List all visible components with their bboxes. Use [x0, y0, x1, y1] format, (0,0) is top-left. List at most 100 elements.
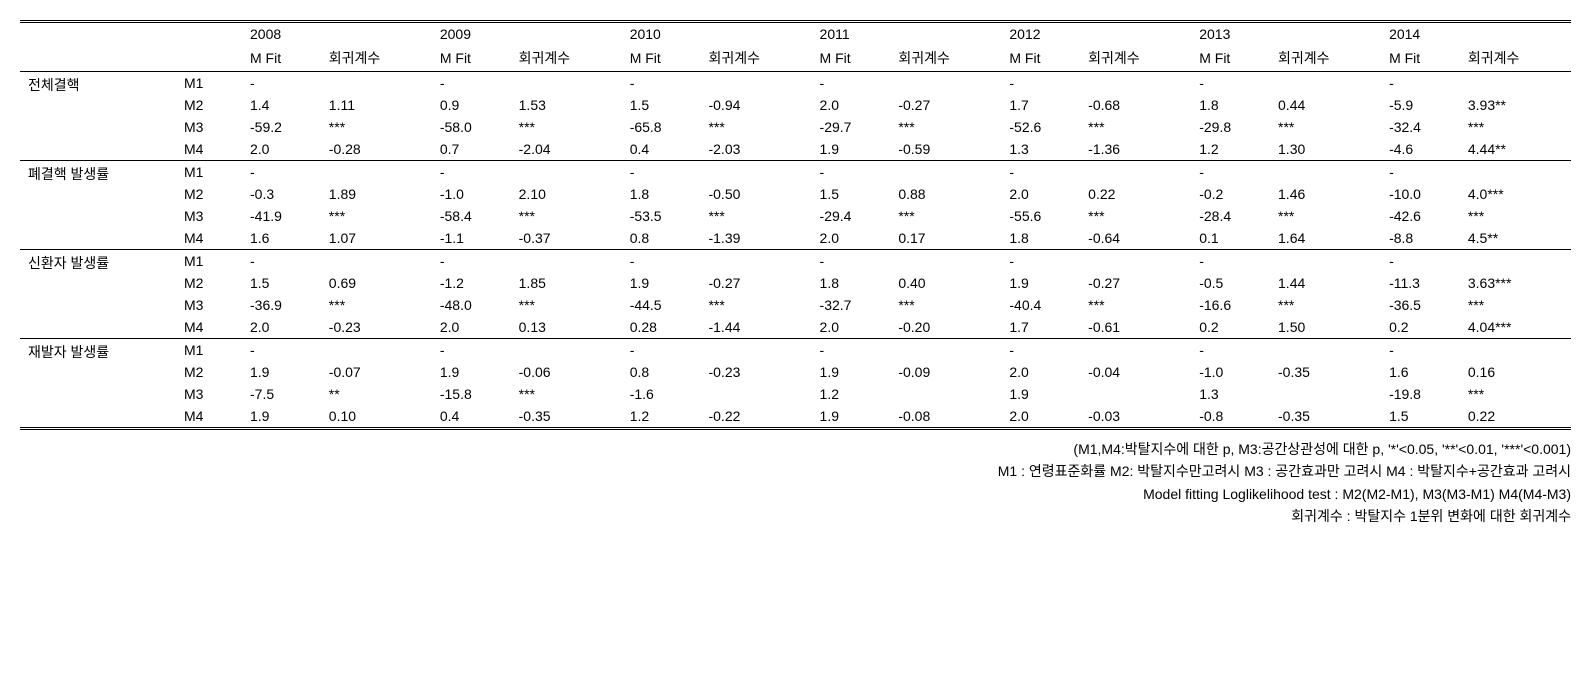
- cell-value: [700, 383, 811, 405]
- cell-value: 1.8: [1191, 94, 1270, 116]
- cell-value: 1.11: [321, 94, 432, 116]
- cell-value: -1.0: [1191, 361, 1270, 383]
- table-row: M41.90.100.4-0.351.2-0.221.9-0.082.0-0.0…: [20, 405, 1571, 429]
- cell-value: -19.8: [1381, 383, 1460, 405]
- cell-value: 1.7: [1001, 94, 1080, 116]
- cell-value: 1.6: [242, 227, 321, 250]
- cell-value: 1.44: [1270, 272, 1381, 294]
- cell-value: ***: [321, 205, 432, 227]
- cell-value: [890, 383, 1001, 405]
- cell-value: -2.04: [511, 138, 622, 161]
- cell-value: -0.23: [321, 316, 432, 339]
- cell-value: 1.5: [812, 183, 891, 205]
- cell-value: -: [242, 339, 321, 362]
- year-header: 2012: [1001, 22, 1080, 46]
- cell-value: [1270, 250, 1381, 273]
- cell-value: -1.39: [700, 227, 811, 250]
- cell-value: -0.28: [321, 138, 432, 161]
- cell-value: -58.4: [432, 205, 511, 227]
- cell-value: [1080, 339, 1191, 362]
- model-label: M2: [176, 361, 242, 383]
- cell-value: 2.0: [812, 94, 891, 116]
- cell-value: -: [812, 72, 891, 95]
- cell-value: ***: [1460, 383, 1571, 405]
- cell-value: -: [812, 250, 891, 273]
- model-label: M3: [176, 383, 242, 405]
- cell-value: 0.16: [1460, 361, 1571, 383]
- model-label: M1: [176, 339, 242, 362]
- cell-value: [511, 339, 622, 362]
- cell-value: 1.64: [1270, 227, 1381, 250]
- cell-value: 1.8: [812, 272, 891, 294]
- cell-value: -52.6: [1001, 116, 1080, 138]
- sub-header: M Fit: [242, 45, 321, 72]
- cell-value: -36.9: [242, 294, 321, 316]
- cell-value: -48.0: [432, 294, 511, 316]
- cell-value: -0.20: [890, 316, 1001, 339]
- model-label: M1: [176, 250, 242, 273]
- cell-value: [1460, 250, 1571, 273]
- cell-value: 4.0***: [1460, 183, 1571, 205]
- model-label: M1: [176, 161, 242, 184]
- cell-value: [1080, 72, 1191, 95]
- note-line: 회귀계수 : 박탈지수 1분위 변화에 대한 회귀계수: [20, 505, 1571, 527]
- cell-value: 0.44: [1270, 94, 1381, 116]
- cell-value: -: [242, 72, 321, 95]
- cell-value: 1.4: [242, 94, 321, 116]
- cell-value: [700, 339, 811, 362]
- model-label: M3: [176, 294, 242, 316]
- cell-value: ***: [511, 383, 622, 405]
- cell-value: -0.59: [890, 138, 1001, 161]
- cell-value: [890, 72, 1001, 95]
- cell-value: 1.9: [812, 361, 891, 383]
- note-line: Model fitting Loglikelihood test : M2(M2…: [20, 483, 1571, 505]
- cell-value: [890, 339, 1001, 362]
- cell-value: [1460, 161, 1571, 184]
- cell-value: ***: [321, 116, 432, 138]
- cell-value: 1.3: [1191, 383, 1270, 405]
- year-header: 2008: [242, 22, 321, 46]
- cell-value: 0.9: [432, 94, 511, 116]
- cell-value: 1.53: [511, 94, 622, 116]
- cell-value: [511, 161, 622, 184]
- cell-value: 0.7: [432, 138, 511, 161]
- cell-value: -41.9: [242, 205, 321, 227]
- cell-value: [1460, 339, 1571, 362]
- cell-value: -0.04: [1080, 361, 1191, 383]
- cell-value: 1.07: [321, 227, 432, 250]
- sub-header: M Fit: [1191, 45, 1270, 72]
- cell-value: -: [1191, 339, 1270, 362]
- table-row: 재발자 발생률M1-------: [20, 339, 1571, 362]
- model-label: M4: [176, 405, 242, 429]
- cell-value: 4.44**: [1460, 138, 1571, 161]
- cell-value: 1.5: [622, 94, 701, 116]
- cell-value: -: [1001, 339, 1080, 362]
- table-row: M42.0-0.232.00.130.28-1.442.0-0.201.7-0.…: [20, 316, 1571, 339]
- cell-value: 0.2: [1191, 316, 1270, 339]
- cell-value: [700, 161, 811, 184]
- cell-value: -16.6: [1191, 294, 1270, 316]
- sub-header: M Fit: [1001, 45, 1080, 72]
- cell-value: 1.30: [1270, 138, 1381, 161]
- cell-value: -0.5: [1191, 272, 1270, 294]
- sub-header: 회귀계수: [321, 45, 432, 72]
- table-row: 신환자 발생률M1-------: [20, 250, 1571, 273]
- cell-value: [511, 72, 622, 95]
- model-label: M3: [176, 116, 242, 138]
- cell-value: 1.5: [242, 272, 321, 294]
- cell-value: -1.1: [432, 227, 511, 250]
- cell-value: -0.64: [1080, 227, 1191, 250]
- cell-value: -: [1001, 161, 1080, 184]
- cell-value: -: [432, 161, 511, 184]
- cell-value: **: [321, 383, 432, 405]
- cell-value: -29.4: [812, 205, 891, 227]
- cell-value: 2.0: [1001, 183, 1080, 205]
- cell-value: -0.08: [890, 405, 1001, 429]
- cell-value: -58.0: [432, 116, 511, 138]
- category-label: 재발자 발생률: [20, 339, 176, 429]
- table-row: M2-0.31.89-1.02.101.8-0.501.50.882.00.22…: [20, 183, 1571, 205]
- cell-value: [890, 161, 1001, 184]
- cell-value: -: [812, 339, 891, 362]
- cell-value: [1460, 72, 1571, 95]
- cell-value: ***: [1460, 116, 1571, 138]
